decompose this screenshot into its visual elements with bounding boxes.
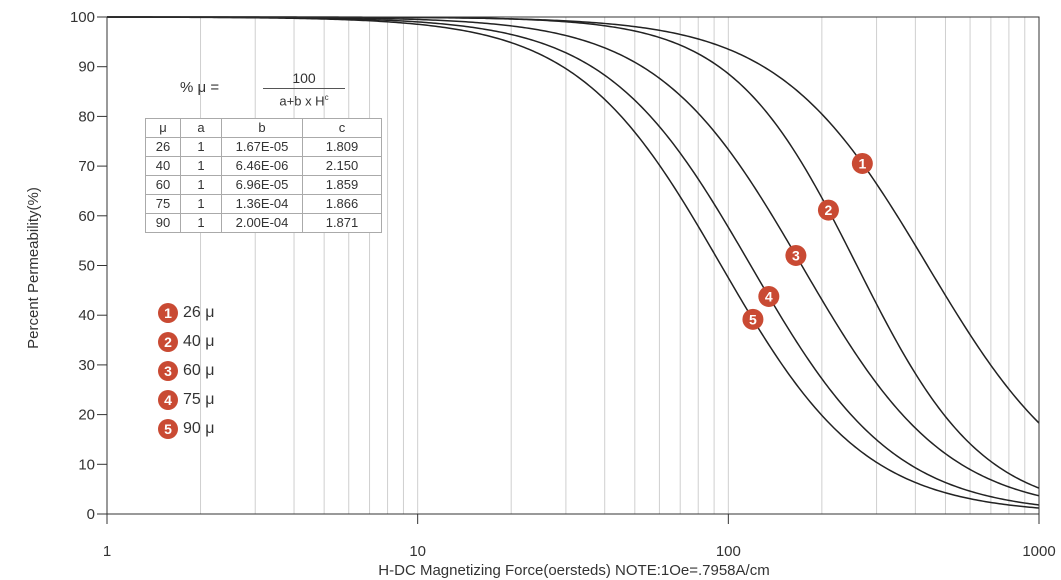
x-tick-label: 1: [103, 543, 111, 560]
legend-item: 3 60 μ: [158, 356, 214, 385]
y-tick-label: 20: [78, 407, 95, 424]
y-tick-label: 60: [78, 208, 95, 225]
curve-marker-label: 4: [765, 288, 773, 304]
coefficient-row: 40 1 6.46E-06 2.150: [145, 156, 382, 176]
curve-marker-label: 3: [792, 247, 800, 263]
legend-marker: 2: [158, 331, 178, 352]
coefficient-row: 60 1 6.96E-05 1.859: [145, 175, 382, 195]
header-a: a: [180, 118, 222, 138]
cell-c: 1.866: [302, 194, 382, 214]
legend-marker: 5: [158, 418, 178, 439]
cell-c: 1.809: [302, 137, 382, 157]
x-axis-label: H-DC Magnetizing Force(oersteds) NOTE:1O…: [378, 562, 769, 579]
cell-a: 1: [180, 213, 222, 233]
legend-item: 4 75 μ: [158, 385, 214, 414]
legend-label: 90 μ: [183, 419, 215, 437]
cell-a: 1: [180, 156, 222, 176]
formula-lhs: % μ =: [180, 79, 220, 96]
y-tick-label: 30: [78, 357, 95, 374]
cell-mu: 40: [145, 156, 181, 176]
x-tick-label: 1000: [1022, 543, 1055, 560]
formula-fraction: 100 a+b x Hc: [263, 70, 345, 108]
legend-label: 26 μ: [183, 303, 215, 321]
formula-numerator: 100: [292, 70, 316, 86]
coefficient-row: 26 1 1.67E-05 1.809: [145, 137, 382, 157]
cell-a: 1: [180, 194, 222, 214]
curve-marker: [742, 308, 764, 330]
y-tick-label: 90: [78, 59, 95, 76]
curve-marker: [758, 285, 780, 307]
cell-mu: 60: [145, 175, 181, 195]
curve-marker-label: 2: [825, 202, 833, 218]
series-line: [107, 16, 1040, 509]
cell-mu: 90: [145, 213, 181, 233]
cell-a: 1: [180, 175, 222, 195]
legend-item: 1 26 μ: [158, 298, 214, 327]
x-tick-label: 10: [409, 543, 426, 560]
y-tick-label: 50: [78, 258, 95, 275]
coefficient-row: 90 1 2.00E-04 1.871: [145, 213, 382, 233]
cell-c: 1.859: [302, 175, 382, 195]
cell-b: 6.96E-05: [221, 175, 303, 195]
formula-denominator-base: a+b x H: [279, 93, 325, 109]
curve-markers: 1 2 3 45: [742, 152, 873, 330]
coefficient-row: 75 1 1.36E-04 1.866: [145, 194, 382, 214]
curve-marker: [817, 199, 839, 221]
formula-fraction-bar: [263, 88, 345, 89]
coefficient-header-row: μ a b c: [145, 118, 382, 138]
curve-marker-label: 1: [858, 155, 866, 171]
legend-marker: 1: [158, 302, 178, 323]
legend-item: 5 90 μ: [158, 414, 214, 443]
y-tick-label: 0: [87, 506, 95, 523]
legend-item: 2 40 μ: [158, 327, 214, 356]
formula-denominator: a+b x Hc: [263, 90, 345, 108]
cell-c: 2.150: [302, 156, 382, 176]
cell-b: 1.67E-05: [221, 137, 303, 157]
curve-marker: [851, 152, 873, 174]
coefficient-table: μ a b c 26 1 1.67E-05 1.809 40 1 6.46E-0…: [145, 118, 382, 233]
formula-exponent: c: [324, 93, 329, 102]
y-tick-label: 100: [70, 9, 95, 26]
cell-b: 6.46E-06: [221, 156, 303, 176]
header-b: b: [221, 118, 303, 138]
cell-b: 1.36E-04: [221, 194, 303, 214]
legend-marker: 3: [158, 360, 178, 381]
cell-c: 1.871: [302, 213, 382, 233]
cell-a: 1: [180, 137, 222, 157]
legend: 1 26 μ 2 40 μ 3 60 μ 4 75 μ 5 90 μ: [158, 298, 214, 443]
header-c: c: [302, 118, 382, 138]
legend-label: 75 μ: [183, 390, 215, 408]
y-tick-label: 80: [78, 108, 95, 125]
x-tick-label: 100: [716, 543, 741, 560]
curve-marker-label: 5: [749, 311, 757, 327]
legend-label: 40 μ: [183, 332, 215, 350]
legend-marker: 4: [158, 389, 178, 410]
cell-mu: 75: [145, 194, 181, 214]
y-axis-label: Percent Permeability(%): [25, 187, 42, 349]
y-tick-label: 10: [78, 456, 95, 473]
y-tick-label: 70: [78, 158, 95, 175]
y-tick-label: 40: [78, 307, 95, 324]
cell-mu: 26: [145, 137, 181, 157]
cell-b: 2.00E-04: [221, 213, 303, 233]
header-mu: μ: [145, 118, 181, 138]
legend-label: 60 μ: [183, 361, 215, 379]
curve-marker: [785, 244, 807, 266]
permeability-formula: % μ = 100 a+b x Hc: [180, 70, 380, 110]
